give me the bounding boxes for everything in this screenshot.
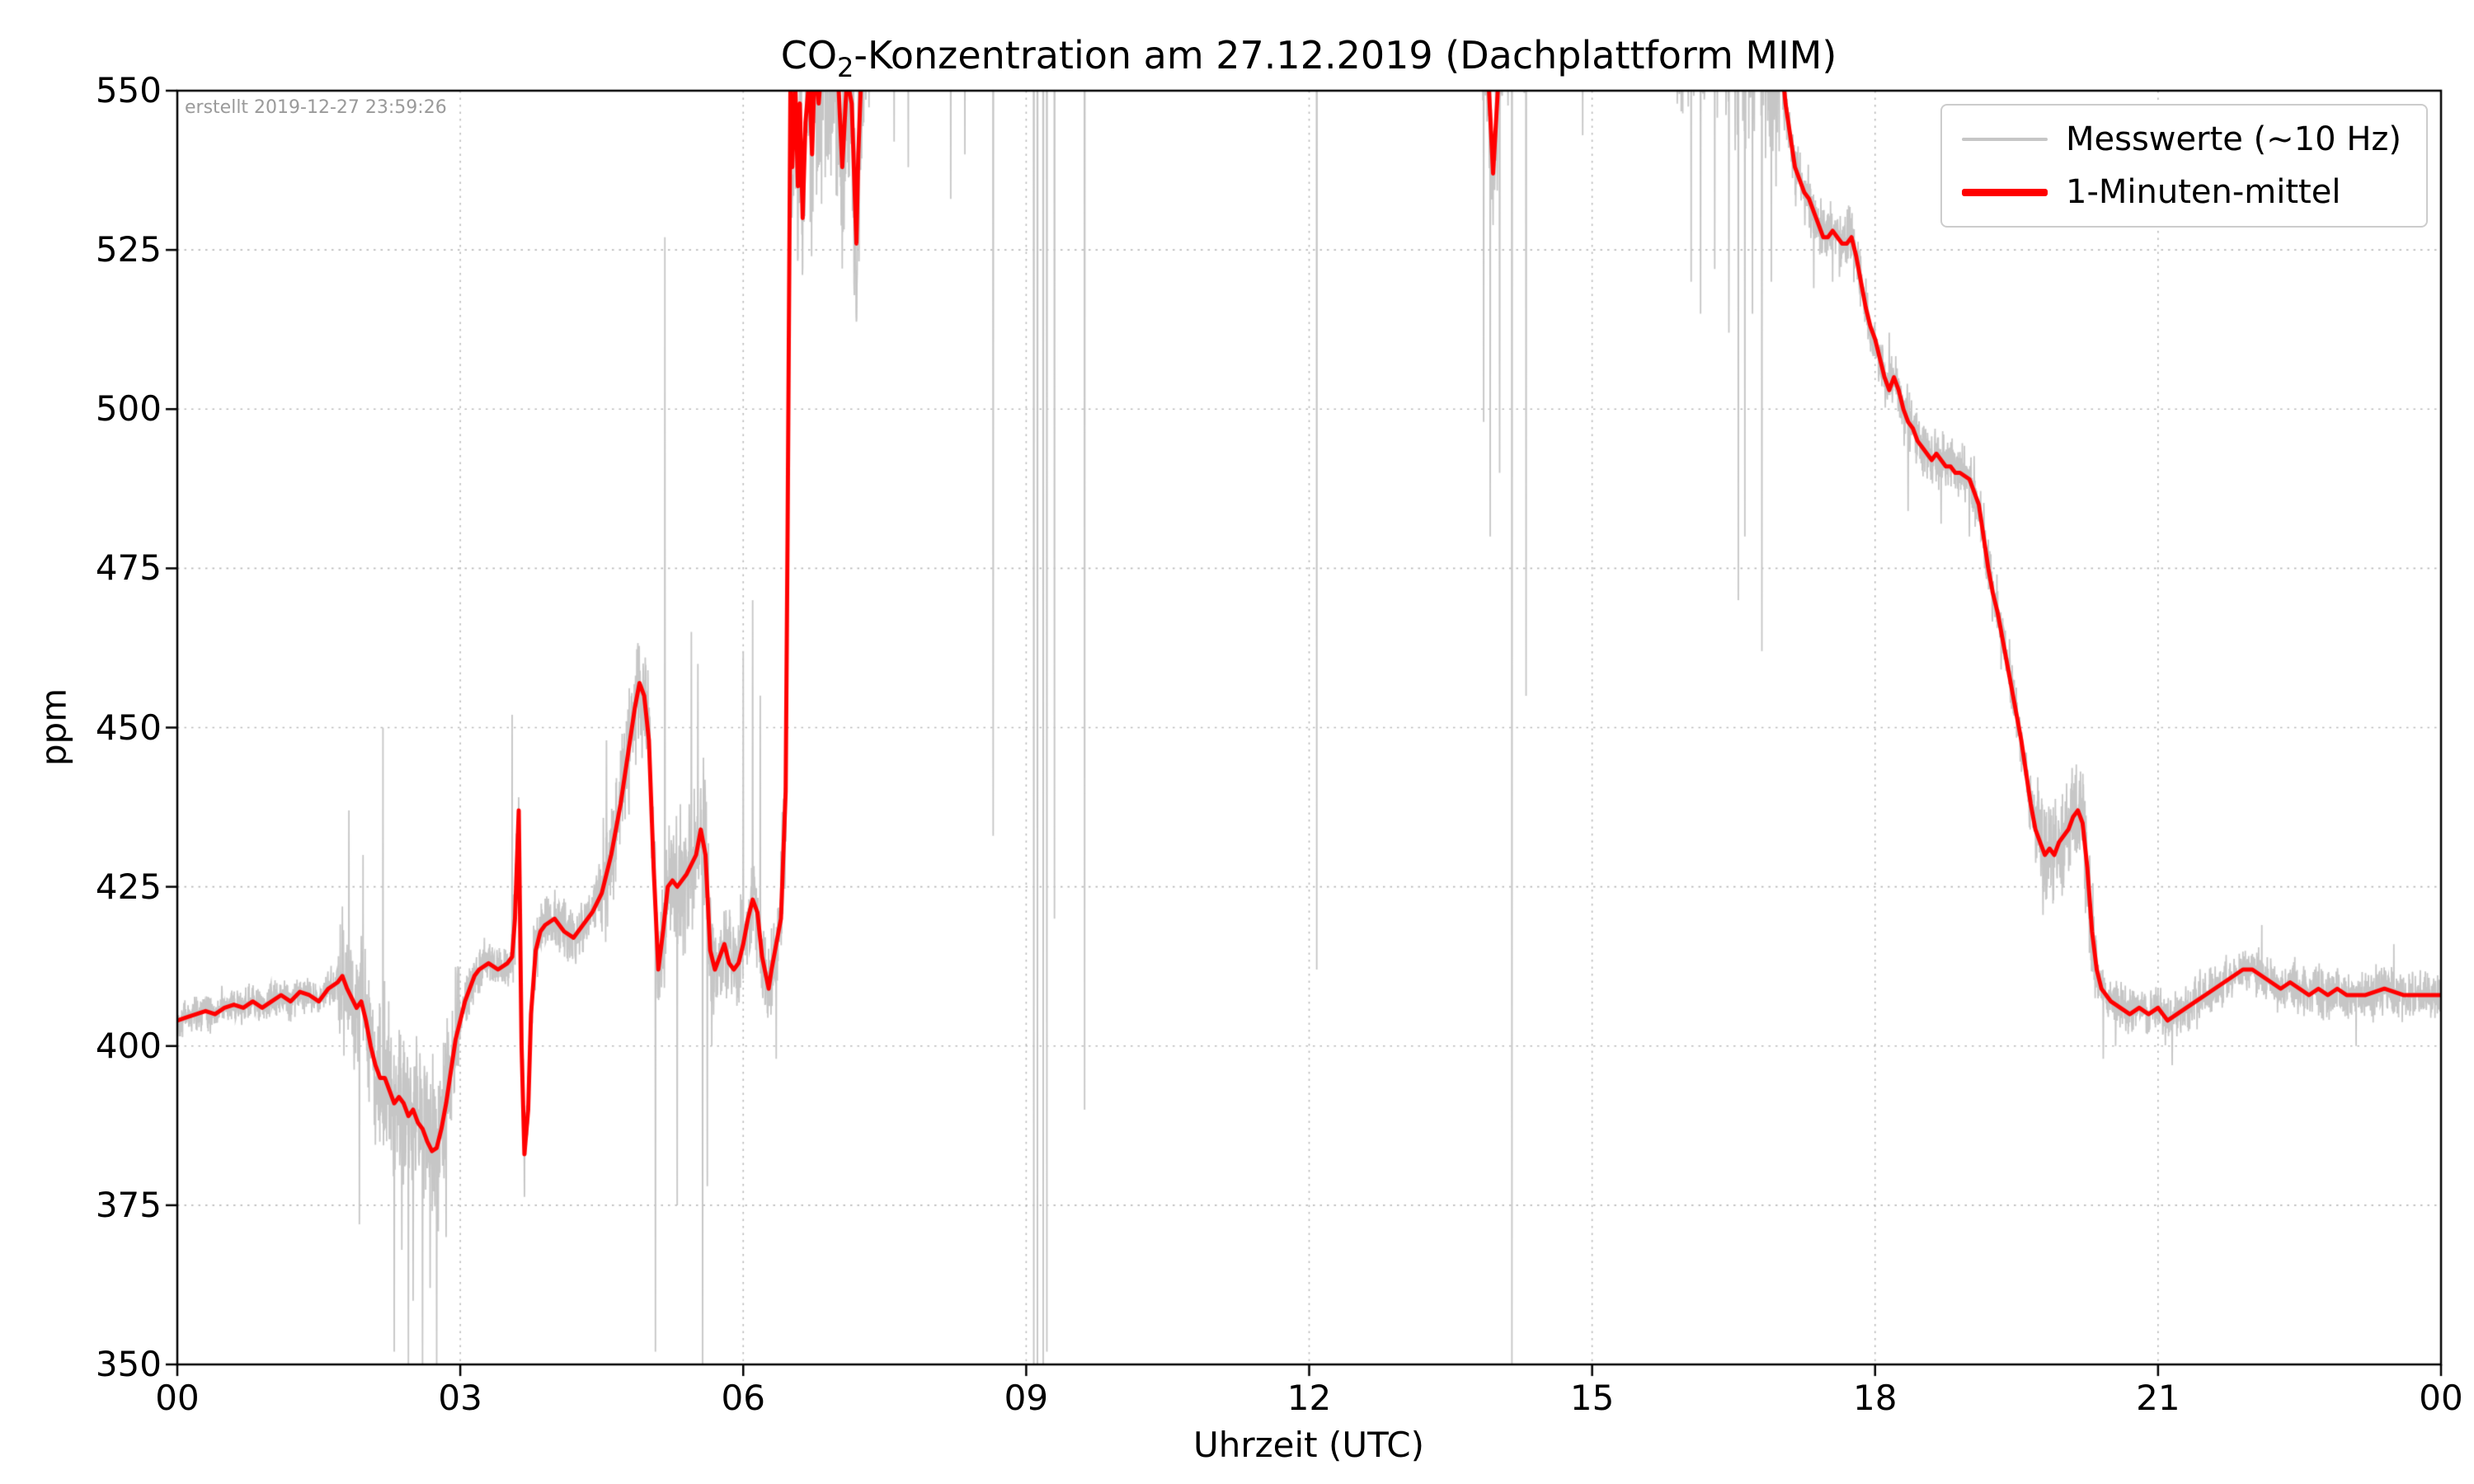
x-tick-label: 21 — [2136, 1378, 2180, 1418]
chart-title-prefix: CO — [780, 33, 838, 77]
chart-title-subscript: 2 — [837, 52, 854, 84]
chart-title: CO2-Konzentration am 27.12.2019 (Dachpla… — [781, 33, 1837, 83]
legend-entry-mean: 1-Minuten-mittel — [1962, 173, 2401, 211]
x-tick-label: 03 — [438, 1378, 482, 1418]
gray-line-swatch-icon — [1962, 138, 2048, 141]
y-tick-label: 425 — [95, 866, 162, 907]
x-tick-label: 06 — [721, 1378, 765, 1418]
y-tick-label: 475 — [95, 547, 162, 589]
x-tick-label: 18 — [1853, 1378, 1898, 1418]
legend-label-mean: 1-Minuten-mittel — [2066, 173, 2341, 211]
x-tick-label: 12 — [1286, 1378, 1332, 1418]
red-line-swatch-icon — [1962, 188, 2048, 196]
y-tick-label: 350 — [95, 1344, 162, 1384]
chart-title-rest: -Konzentration am 27.12.2019 (Dachplattf… — [854, 33, 1837, 77]
y-tick-label: 400 — [95, 1025, 162, 1066]
x-tick-label: 15 — [1569, 1378, 1615, 1418]
y-tick-label: 500 — [95, 388, 162, 430]
y-tick-label: 550 — [95, 70, 162, 110]
legend: Messwerte (~10 Hz) 1-Minuten-mittel — [1940, 104, 2428, 228]
legend-entry-raw: Messwerte (~10 Hz) — [1962, 120, 2401, 158]
y-tick-label: 375 — [95, 1184, 162, 1225]
x-tick-label: 09 — [1004, 1378, 1049, 1418]
y-tick-label: 450 — [95, 707, 162, 748]
y-tick-label: 525 — [95, 229, 162, 270]
x-axis-label: Uhrzeit (UTC) — [1192, 1425, 1425, 1465]
created-timestamp-note: erstellt 2019-12-27 23:59:26 — [185, 97, 447, 118]
legend-label-raw: Messwerte (~10 Hz) — [2066, 120, 2401, 158]
x-tick-label: 00 — [155, 1378, 200, 1418]
x-tick-label: 00 — [2419, 1378, 2463, 1418]
